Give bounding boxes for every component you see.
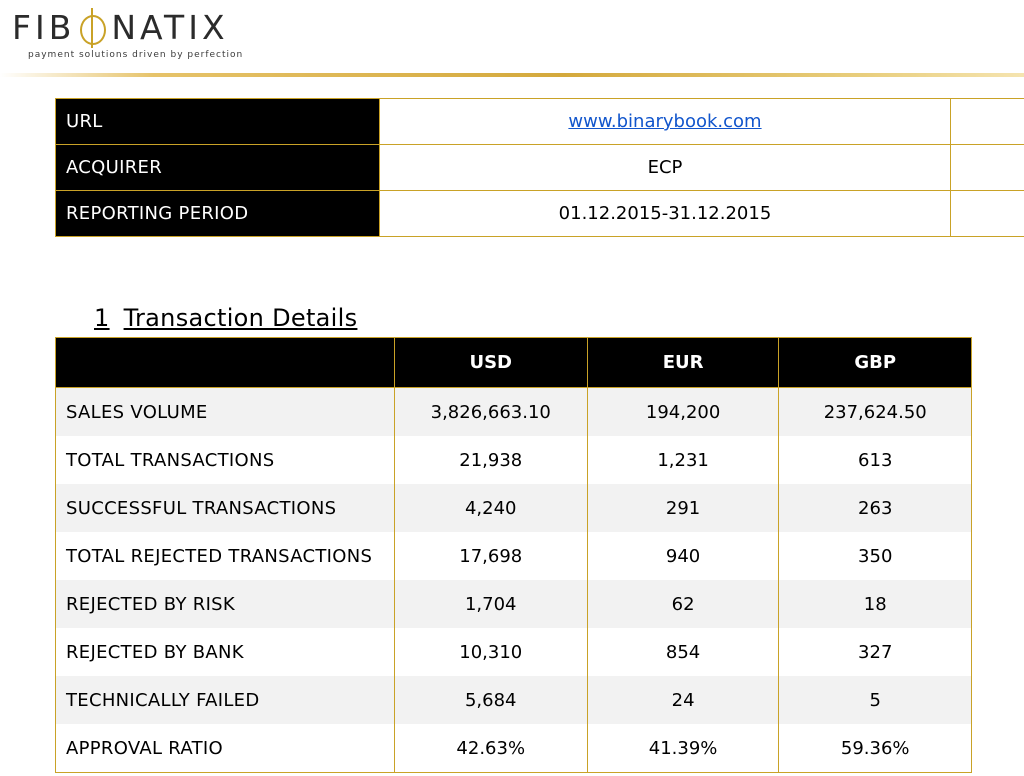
table-header-row: USD EUR GBP xyxy=(55,337,972,388)
table-row: TOTAL REJECTED TRANSACTIONS 17,698 940 3… xyxy=(55,532,972,580)
brand-o-icon xyxy=(78,8,108,48)
info-extra-cell xyxy=(950,98,1024,145)
section-number: 1 xyxy=(94,304,110,332)
cell-eur: 940 xyxy=(586,532,780,580)
cell-usd: 3,826,663.10 xyxy=(393,387,588,436)
cell-usd: 17,698 xyxy=(393,532,588,580)
table-row: SALES VOLUME 3,826,663.10 194,200 237,62… xyxy=(55,387,972,436)
cell-usd: 42.63% xyxy=(393,724,588,773)
table-row: TOTAL TRANSACTIONS 21,938 1,231 613 xyxy=(55,436,972,484)
info-label: REPORTING PERIOD xyxy=(55,190,380,237)
row-label: REJECTED BY RISK xyxy=(55,580,395,628)
merchant-info-table: URL www.binarybook.com ACQUIRER ECP REPO… xyxy=(55,98,1024,237)
row-label: SALES VOLUME xyxy=(55,387,395,436)
brand-wordmark: FIB NATIX xyxy=(12,8,243,48)
cell-gbp: 327 xyxy=(778,628,972,676)
cell-gbp: 18 xyxy=(778,580,972,628)
info-extra-cell xyxy=(950,190,1024,237)
cell-eur: 194,200 xyxy=(586,387,780,436)
cell-eur: 1,231 xyxy=(586,436,780,484)
row-label: REJECTED BY BANK xyxy=(55,628,395,676)
info-row-acquirer: ACQUIRER ECP xyxy=(55,144,1024,191)
info-extra-cell xyxy=(950,144,1024,191)
header-divider xyxy=(0,73,1024,77)
info-value: ECP xyxy=(378,144,952,191)
info-value: 01.12.2015-31.12.2015 xyxy=(378,190,952,237)
cell-gbp: 237,624.50 xyxy=(778,387,972,436)
table-row: REJECTED BY BANK 10,310 854 327 xyxy=(55,628,972,676)
section-heading: 1 Transaction Details xyxy=(94,304,357,332)
merchant-url-link[interactable]: www.binarybook.com xyxy=(568,111,762,132)
header-usd: USD xyxy=(393,337,588,388)
info-row-url: URL www.binarybook.com xyxy=(55,98,1024,145)
cell-gbp: 613 xyxy=(778,436,972,484)
cell-usd: 5,684 xyxy=(393,676,588,724)
cell-usd: 10,310 xyxy=(393,628,588,676)
info-label: URL xyxy=(55,98,380,145)
header-gbp: GBP xyxy=(778,337,972,388)
header-blank xyxy=(55,337,395,388)
header-eur: EUR xyxy=(586,337,780,388)
table-row: SUCCESSFUL TRANSACTIONS 4,240 291 263 xyxy=(55,484,972,532)
info-value: www.binarybook.com xyxy=(378,98,952,145)
cell-eur: 854 xyxy=(586,628,780,676)
cell-gbp: 263 xyxy=(778,484,972,532)
cell-usd: 21,938 xyxy=(393,436,588,484)
cell-gbp: 5 xyxy=(778,676,972,724)
cell-gbp: 350 xyxy=(778,532,972,580)
brand-name-start: FIB xyxy=(12,8,76,47)
cell-eur: 62 xyxy=(586,580,780,628)
brand-tagline: payment solutions driven by perfection xyxy=(28,50,244,60)
row-label: TECHNICALLY FAILED xyxy=(55,676,395,724)
cell-usd: 4,240 xyxy=(393,484,588,532)
cell-gbp: 59.36% xyxy=(778,724,972,773)
transaction-details-table: USD EUR GBP SALES VOLUME 3,826,663.10 19… xyxy=(55,337,972,773)
table-row: TECHNICALLY FAILED 5,684 24 5 xyxy=(55,676,972,724)
row-label: SUCCESSFUL TRANSACTIONS xyxy=(55,484,395,532)
cell-eur: 24 xyxy=(586,676,780,724)
table-row: APPROVAL RATIO 42.63% 41.39% 59.36% xyxy=(55,724,972,773)
section-title-text: Transaction Details xyxy=(123,304,358,332)
row-label: TOTAL REJECTED TRANSACTIONS xyxy=(55,532,395,580)
row-label: TOTAL TRANSACTIONS xyxy=(55,436,395,484)
cell-usd: 1,704 xyxy=(393,580,588,628)
row-label: APPROVAL RATIO xyxy=(55,724,395,773)
brand-logo: FIB NATIX payment solutions driven by pe… xyxy=(12,8,243,60)
brand-name-end: NATIX xyxy=(111,8,229,47)
cell-eur: 41.39% xyxy=(586,724,780,773)
cell-eur: 291 xyxy=(586,484,780,532)
table-row: REJECTED BY RISK 1,704 62 18 xyxy=(55,580,972,628)
info-row-period: REPORTING PERIOD 01.12.2015-31.12.2015 xyxy=(55,190,1024,237)
info-label: ACQUIRER xyxy=(55,144,380,191)
